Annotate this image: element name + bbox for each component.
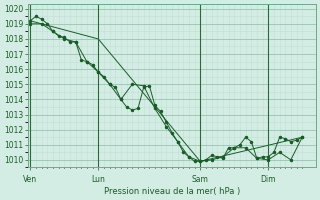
- X-axis label: Pression niveau de la mer( hPa ): Pression niveau de la mer( hPa ): [104, 187, 240, 196]
